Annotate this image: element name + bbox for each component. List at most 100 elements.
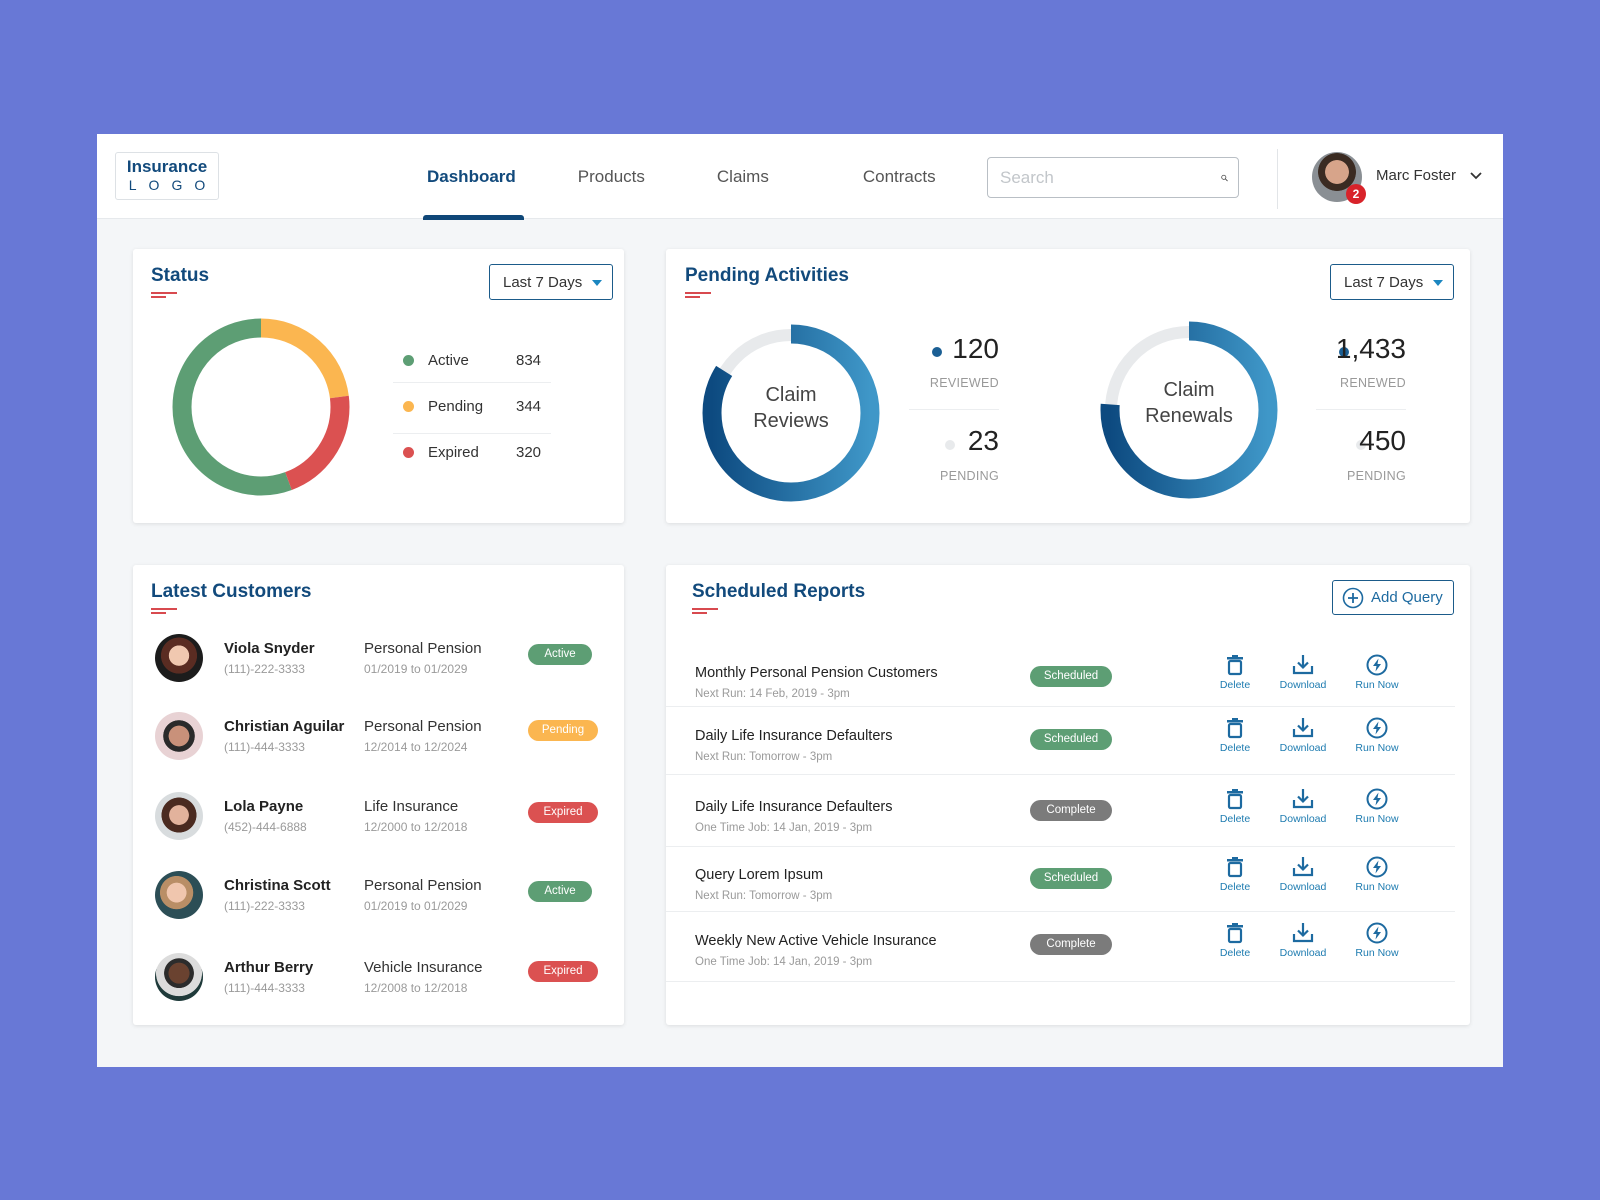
report-status-badge: Scheduled (1030, 868, 1112, 889)
customer-avatar (155, 634, 203, 682)
nav-contracts[interactable]: Contracts (862, 167, 936, 186)
report-title: Weekly New Active Vehicle Insurance (695, 933, 937, 949)
report-title: Daily Life Insurance Defaulters (695, 799, 893, 815)
customer-row[interactable]: Christina Scott (111)-222-3333 Personal … (133, 871, 625, 931)
nav-claims[interactable]: Claims (716, 167, 769, 186)
trash-icon (1227, 718, 1243, 739)
reviewed-label: REVIEWED (929, 376, 999, 390)
run-now-button[interactable]: Run Now (1345, 717, 1409, 754)
logo[interactable]: Insurance LOGO (115, 152, 219, 200)
download-button[interactable]: Download (1271, 717, 1335, 754)
customer-name: Lola Payne (224, 798, 304, 815)
card-title: Latest Customers (151, 581, 312, 602)
pending-dot (1356, 440, 1366, 450)
search-icon[interactable] (1221, 168, 1228, 188)
customer-row[interactable]: Arthur Berry (111)-444-3333 Vehicle Insu… (133, 953, 625, 1013)
legend-dot-active (403, 354, 414, 366)
claim-reviews-label: Claim Reviews (736, 382, 846, 434)
customer-name: Christian Aguilar (224, 718, 345, 735)
nav-products[interactable]: Products (577, 167, 645, 186)
status-donut-chart (172, 318, 350, 496)
header-divider (1277, 149, 1278, 209)
add-query-label: Add Query (1371, 589, 1443, 606)
logo-line2: LOGO (128, 177, 218, 193)
chevron-down-icon[interactable] (1469, 169, 1483, 183)
run-now-button[interactable]: Run Now (1345, 654, 1409, 691)
report-schedule: Next Run: Tomorrow - 3pm (695, 751, 833, 763)
renewed-value: 1,433 (1335, 333, 1406, 364)
download-button[interactable]: Download (1271, 856, 1335, 893)
download-label: Download (1279, 742, 1327, 754)
delete-button[interactable]: Delete (1203, 654, 1267, 691)
customer-dates: 01/2019 to 01/2029 (364, 899, 468, 913)
report-schedule: Next Run: 14 Feb, 2019 - 3pm (695, 688, 850, 700)
customer-product: Personal Pension (364, 718, 482, 735)
report-schedule: One Time Job: 14 Jan, 2019 - 3pm (695, 956, 873, 968)
add-query-button[interactable]: Add Query (1332, 580, 1454, 615)
download-icon (1292, 655, 1314, 675)
notification-badge[interactable]: 2 (1346, 184, 1366, 204)
dropdown-value: Last 7 Days (503, 273, 583, 291)
reviewed-dot (932, 347, 942, 357)
download-label: Download (1279, 947, 1327, 959)
caret-down-icon (592, 280, 602, 286)
delete-label: Delete (1219, 742, 1251, 754)
delete-label: Delete (1219, 881, 1251, 893)
customer-product: Life Insurance (364, 798, 459, 815)
divider (1316, 409, 1406, 410)
user-avatar[interactable]: 2 (1312, 152, 1366, 204)
download-button[interactable]: Download (1271, 922, 1335, 959)
renewed-dot (1339, 347, 1349, 357)
status-badge: Expired (528, 802, 598, 823)
claim-renewals-label: Claim Renewals (1129, 377, 1249, 429)
lightning-circle-icon (1366, 788, 1388, 810)
main-nav: Dashboard Products Claims Contracts (423, 134, 966, 220)
delete-button[interactable]: Delete (1203, 922, 1267, 959)
title-underline (151, 292, 177, 298)
delete-button[interactable]: Delete (1203, 717, 1267, 754)
legend-dot-pending (403, 400, 414, 412)
legend-value: 344 (516, 397, 542, 415)
renewals-pending-value: 450 (1359, 425, 1406, 456)
run-now-button[interactable]: Run Now (1345, 922, 1409, 959)
legend-item-active: Active 834 (393, 337, 551, 383)
search-box (987, 157, 1239, 198)
pending-range-dropdown[interactable]: Last 7 Days (1330, 264, 1454, 300)
report-row: Query Lorem Ipsum Next Run: Tomorrow - 3… (666, 847, 1455, 912)
status-badge: Active (528, 881, 592, 902)
delete-label: Delete (1219, 679, 1251, 691)
report-row: Daily Life Insurance Defaulters Next Run… (666, 708, 1455, 775)
download-button[interactable]: Download (1271, 788, 1335, 825)
report-title: Daily Life Insurance Defaulters (695, 728, 893, 744)
user-name[interactable]: Marc Foster (1376, 167, 1457, 184)
search-input[interactable] (1000, 167, 1221, 188)
run-now-button[interactable]: Run Now (1345, 856, 1409, 893)
ring-label-line2: Renewals (1145, 405, 1233, 427)
report-schedule: One Time Job: 14 Jan, 2019 - 3pm (695, 822, 873, 834)
legend-dot-expired (403, 446, 414, 458)
nav-dashboard[interactable]: Dashboard (423, 134, 578, 220)
legend-value: 320 (516, 443, 542, 461)
customer-row[interactable]: Christian Aguilar (111)-444-3333 Persona… (133, 712, 625, 772)
run-now-label: Run Now (1355, 813, 1399, 825)
delete-label: Delete (1219, 947, 1251, 959)
customer-dates: 12/2008 to 12/2018 (364, 981, 468, 995)
status-range-dropdown[interactable]: Last 7 Days (489, 264, 613, 300)
customer-row[interactable]: Viola Snyder (111)-222-3333 Personal Pen… (133, 634, 625, 694)
customer-product: Personal Pension (364, 640, 482, 657)
customer-avatar (155, 871, 203, 919)
download-label: Download (1279, 679, 1327, 691)
dropdown-value: Last 7 Days (1344, 273, 1424, 291)
customer-row[interactable]: Lola Payne (452)-444-6888 Life Insurance… (133, 792, 625, 852)
delete-button[interactable]: Delete (1203, 788, 1267, 825)
reviews-pending-label: PENDING (939, 469, 999, 483)
title-underline (685, 292, 711, 298)
download-button[interactable]: Download (1271, 654, 1335, 691)
run-now-button[interactable]: Run Now (1345, 788, 1409, 825)
title-underline (151, 608, 177, 614)
report-row: Weekly New Active Vehicle Insurance One … (666, 912, 1455, 982)
report-row: Monthly Personal Pension Customers Next … (666, 643, 1455, 707)
run-now-label: Run Now (1355, 742, 1399, 754)
ring-label-line1: Claim (1163, 379, 1215, 401)
delete-button[interactable]: Delete (1203, 856, 1267, 893)
